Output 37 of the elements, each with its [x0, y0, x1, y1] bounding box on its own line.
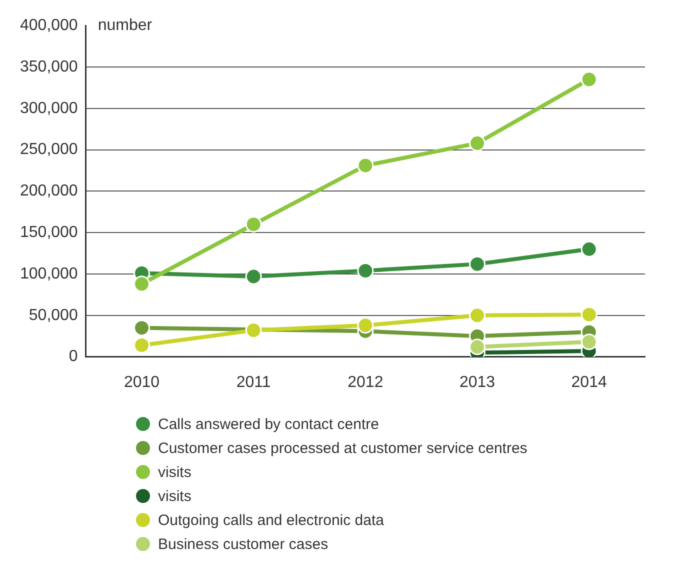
legend-label: Outgoing calls and electronic data [158, 512, 384, 528]
point [357, 157, 374, 174]
point [134, 320, 150, 336]
point [357, 317, 374, 334]
x-tick-label: 2010 [124, 374, 160, 391]
y-tick-label: 100,000 [20, 265, 78, 282]
y-tick-label: 50,000 [28, 306, 78, 324]
point [580, 71, 598, 88]
point [134, 336, 150, 354]
x-tick-label: 2013 [459, 374, 496, 391]
point [245, 268, 262, 285]
point [469, 256, 486, 272]
point [580, 240, 598, 258]
x-tick-label: 2012 [348, 374, 384, 391]
point [580, 306, 598, 323]
legend-label: Calls answered by contact centre [158, 416, 379, 432]
y-tick-label: 200,000 [20, 182, 78, 200]
y-axis-title: number [98, 17, 153, 34]
point [469, 134, 486, 152]
point [580, 334, 598, 350]
legend-label: visits [158, 464, 192, 480]
y-tick-label: 300,000 [20, 100, 78, 117]
y-tick-label: 400,000 [20, 17, 78, 34]
point [357, 262, 374, 279]
point [469, 338, 486, 356]
y-tick-label: 0 [68, 348, 78, 366]
x-tick-label: 2014 [571, 374, 607, 391]
legend-label: Business customer cases [158, 536, 328, 552]
x-tick-label: 2011 [236, 374, 271, 391]
legend-label: visits [158, 488, 192, 504]
y-tick-label: 150,000 [20, 224, 78, 242]
point [134, 276, 150, 292]
y-tick-label: 250,000 [20, 141, 78, 158]
point [469, 307, 486, 324]
y-tick-label: 350,000 [20, 58, 78, 76]
point [245, 216, 262, 233]
legend-label: Customer cases processed at customer service centres [158, 440, 528, 456]
